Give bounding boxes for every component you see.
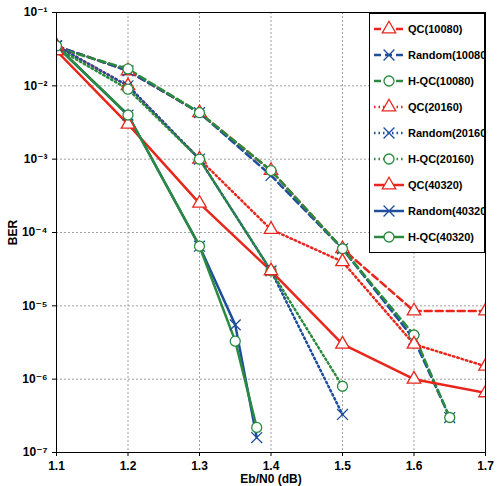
svg-text:Random(10080): Random(10080)	[408, 49, 485, 61]
svg-text:10⁻³: 10⁻³	[24, 152, 48, 166]
svg-text:QC(40320): QC(40320)	[408, 179, 463, 191]
svg-text:10⁻⁵: 10⁻⁵	[22, 299, 47, 313]
svg-text:Random(20160): Random(20160)	[408, 127, 485, 139]
svg-text:10⁻⁴: 10⁻⁴	[22, 225, 48, 239]
svg-text:BER: BER	[6, 220, 20, 246]
svg-text:10⁻⁶: 10⁻⁶	[22, 372, 47, 386]
svg-text:1.1: 1.1	[48, 459, 65, 473]
svg-text:1.4: 1.4	[262, 459, 280, 473]
svg-text:10⁻¹: 10⁻¹	[24, 5, 48, 19]
svg-text:QC(20160): QC(20160)	[408, 101, 463, 113]
svg-text:H-QC(20160): H-QC(20160)	[408, 153, 474, 165]
svg-text:1.6: 1.6	[406, 459, 423, 473]
svg-text:Random(40320): Random(40320)	[408, 205, 485, 217]
svg-text:10⁻²: 10⁻²	[24, 79, 48, 93]
svg-text:QC(10080): QC(10080)	[408, 23, 463, 35]
svg-text:1.2: 1.2	[120, 459, 137, 473]
svg-text:10⁻⁷: 10⁻⁷	[23, 445, 48, 459]
svg-text:Eb/N0 (dB): Eb/N0 (dB)	[240, 472, 301, 486]
svg-text:H-QC(10080): H-QC(10080)	[408, 75, 474, 87]
svg-text:1.7: 1.7	[477, 459, 494, 473]
svg-text:1.5: 1.5	[334, 459, 351, 473]
svg-text:H-QC(40320): H-QC(40320)	[408, 231, 474, 243]
svg-text:1.3: 1.3	[191, 459, 208, 473]
